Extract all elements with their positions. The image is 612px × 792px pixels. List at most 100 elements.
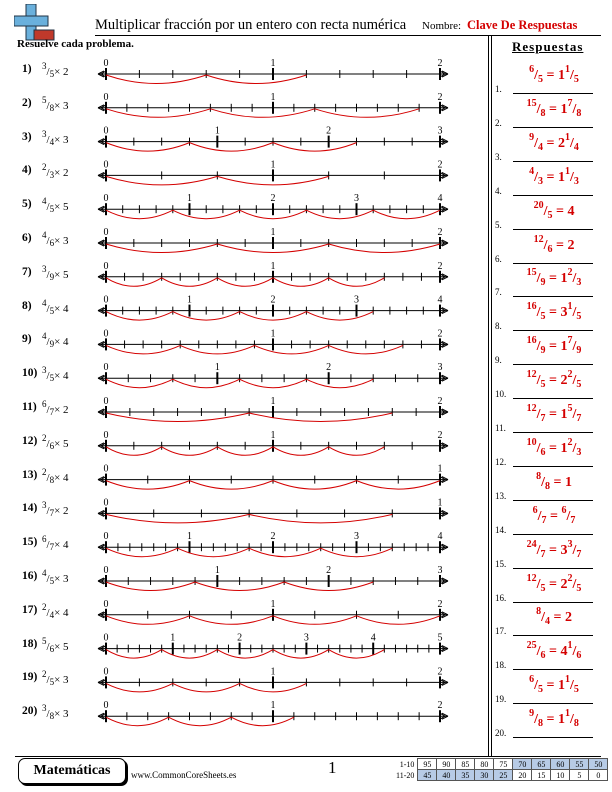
left-arrow-icon	[97, 138, 107, 146]
multiplier: × 2	[54, 505, 69, 518]
answer-whole: 1	[560, 271, 568, 287]
fraction-slash: /	[534, 135, 538, 151]
fraction-slash: /	[536, 644, 541, 660]
jump-arc	[105, 649, 162, 659]
tick-label: 1	[271, 599, 276, 610]
tick-label: 2	[438, 92, 443, 103]
jump-arc	[172, 311, 240, 321]
fraction-slash: /	[569, 712, 574, 728]
jump-arc	[105, 615, 190, 625]
fraction-slash: /	[46, 336, 50, 349]
number-line: 0 1 2 3	[97, 126, 449, 152]
fraction-slash: /	[46, 471, 50, 484]
left-arrow-icon	[97, 307, 107, 315]
fraction-slash: /	[543, 203, 548, 219]
answer-row: 6. 12/6 = 2	[494, 232, 606, 265]
score-cell: 5	[569, 769, 590, 781]
numerator: 3	[42, 365, 47, 376]
tick-label: 0	[104, 295, 109, 306]
score-cell: 40	[436, 769, 457, 781]
tick-label: 1	[215, 565, 220, 576]
jump-arc	[194, 581, 285, 591]
problem-row: 7) 3/9× 5	[0, 264, 100, 294]
answer-numerator: 24	[526, 538, 537, 550]
answer-numerator: 9	[529, 131, 535, 143]
jump-arc	[105, 311, 174, 321]
mixed-denominator: 3	[576, 446, 582, 458]
fraction-slash: /	[46, 708, 50, 721]
jump-arc	[172, 378, 240, 389]
fraction-slash: /	[536, 101, 541, 117]
multiplier: × 4	[54, 606, 69, 619]
right-arrow-icon	[439, 611, 449, 619]
problem-number: 1)	[22, 63, 32, 75]
numerator: 2	[42, 466, 47, 477]
score-cell: 55	[569, 758, 590, 770]
answer-whole: 2	[567, 237, 575, 253]
denominator: 5	[49, 305, 55, 316]
jump-arc	[161, 649, 218, 659]
tick-label: 1	[271, 396, 276, 407]
left-arrow-icon	[97, 205, 107, 213]
jump-arc	[105, 547, 178, 558]
mixed-numerator: 2	[567, 369, 573, 381]
mixed-denominator: 3	[576, 277, 582, 289]
multiplier: × 2	[54, 167, 69, 180]
problem-expression: 3/7× 2	[42, 500, 69, 518]
number-line: 0 1 2	[97, 159, 449, 186]
jump-arc	[314, 108, 420, 118]
jump-arc	[105, 74, 207, 84]
fraction-slash: /	[46, 539, 50, 552]
problem-row: 17) 2/4× 4	[0, 602, 100, 632]
tick-label: 2	[326, 362, 331, 373]
problem-number: 6)	[22, 232, 32, 244]
jump-arc	[105, 344, 181, 355]
site-url[interactable]: www.CommonCoreSheets.es	[131, 770, 237, 780]
answer-line	[513, 499, 593, 501]
denominator: 4	[49, 609, 55, 620]
problem-number: 14)	[22, 502, 38, 515]
jump-arc	[356, 615, 441, 625]
tick-label: 1	[187, 531, 192, 542]
numerator: 6	[42, 399, 47, 409]
answer-row: 3. 9/4 = 21/4	[494, 130, 606, 163]
answer-denominator: 5	[538, 74, 543, 85]
answer-denominator: 5	[538, 684, 543, 696]
divider-line	[488, 36, 489, 756]
mixed-denominator: 5	[576, 311, 582, 323]
problem-expression: 5/8× 3	[42, 95, 69, 113]
right-arrow-icon	[439, 104, 449, 112]
answer-whole: 1	[557, 678, 565, 694]
numerator: 4	[42, 230, 47, 240]
equals: =	[545, 101, 561, 117]
mixed-denominator: 7	[576, 413, 582, 424]
tick-label: 2	[326, 565, 331, 576]
problem-number: 7)	[22, 265, 32, 278]
denominator: 7	[49, 508, 55, 519]
numerator: 3	[42, 263, 47, 274]
jump-arc	[272, 446, 329, 456]
problem-number: 5)	[22, 198, 32, 211]
equals: =	[545, 542, 561, 558]
answer-numerator: 10	[526, 436, 537, 448]
tick-label: 3	[438, 362, 443, 373]
fraction-slash: /	[536, 440, 541, 456]
denominator: 5	[49, 69, 55, 79]
denominator: 6	[49, 238, 55, 248]
answer-line	[513, 296, 593, 298]
answer-whole: 1	[564, 474, 572, 490]
multiplier: × 4	[54, 471, 69, 484]
score-cell: 15	[531, 769, 552, 781]
equals: =	[545, 339, 561, 355]
score-cell: 10	[550, 769, 571, 781]
problem-number: 9)	[22, 333, 32, 346]
number-line: 0 1 2	[97, 328, 449, 355]
multiplier: × 3	[54, 674, 69, 687]
answer-denominator: 6	[540, 650, 546, 662]
jump-arc	[356, 480, 441, 490]
problem-row: 2) 5/8× 3	[0, 95, 100, 125]
mixed-numerator: 1	[564, 708, 570, 720]
left-arrow-icon	[97, 273, 107, 281]
score-cell: 50	[588, 758, 609, 770]
problem-number: 20)	[22, 705, 38, 718]
